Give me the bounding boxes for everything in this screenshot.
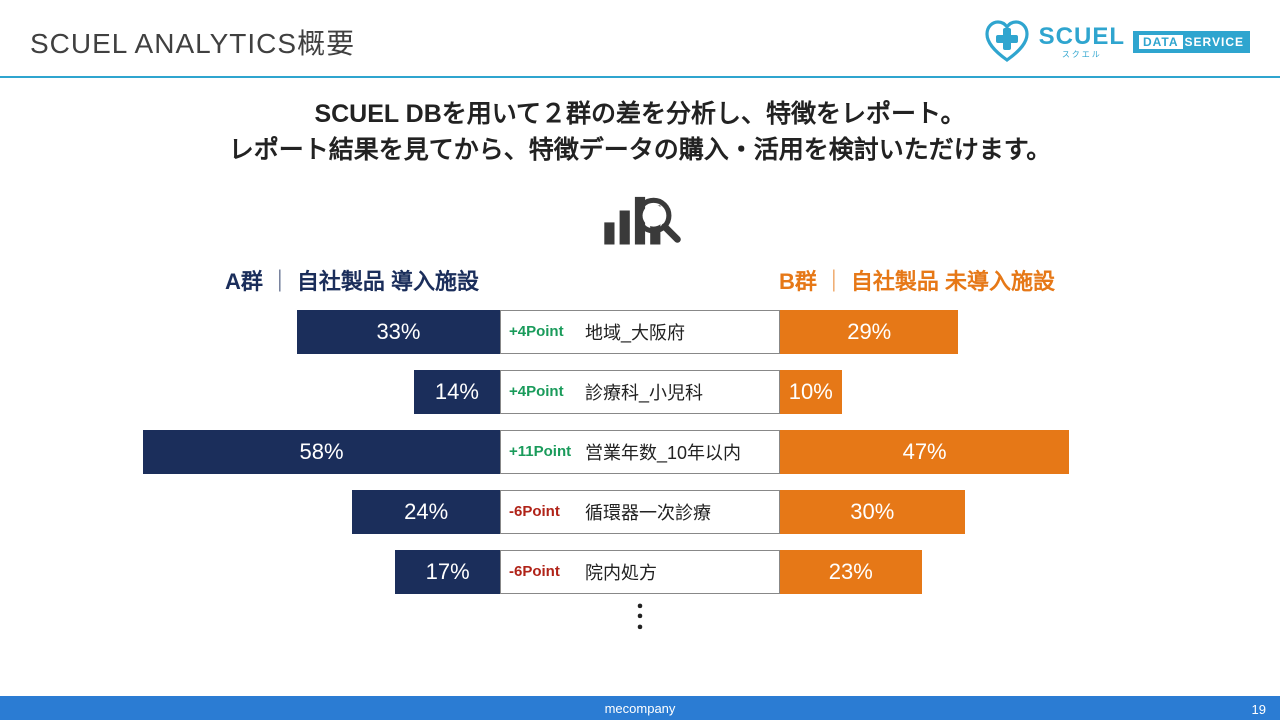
feature-cell: -6Point循環器一次診療	[500, 490, 780, 534]
point-diff: +11Point	[501, 443, 585, 460]
badge-service: SERVICE	[1185, 35, 1244, 49]
point-diff: +4Point	[501, 383, 585, 400]
subtitle: SCUEL DBを用いて２群の差を分析し、特徴をレポート。 レポート結果を見てか…	[0, 96, 1280, 169]
left-bar-wrap: 14%	[100, 370, 500, 414]
point-diff: +4Point	[501, 323, 585, 340]
legend-b: B群 ｜ 自社製品 未導入施設	[779, 264, 1055, 296]
feature-label: 院内処方	[585, 559, 779, 585]
bar-search-icon	[0, 185, 1280, 258]
a-bar: 58%	[143, 430, 500, 474]
b-bar: 47%	[780, 430, 1069, 474]
b-bar: 29%	[780, 310, 958, 354]
feature-label: 営業年数_10年以内	[585, 439, 779, 465]
legend-b-group: B群	[779, 264, 817, 296]
subtitle-line1: SCUEL DBを用いて２群の差を分析し、特徴をレポート。	[314, 100, 965, 128]
data-service-badge: DATA SERVICE	[1133, 31, 1250, 53]
page-number: 19	[1252, 702, 1266, 717]
legend-a: A群 ｜ 自社製品 導入施設	[225, 264, 479, 296]
right-bar-wrap: 30%	[780, 490, 1180, 534]
legend-a-desc: 自社製品 導入施設	[297, 264, 479, 296]
logo-text: SCUEL スクエル	[1039, 25, 1125, 60]
badge-data: DATA	[1139, 35, 1183, 49]
page-title: SCUEL ANALYTICS概要	[30, 22, 355, 62]
a-bar: 17%	[395, 550, 500, 594]
legend-b-desc: 自社製品 未導入施設	[851, 264, 1055, 296]
point-diff: -6Point	[501, 563, 585, 580]
right-bar-wrap: 10%	[780, 370, 1180, 414]
feature-label: 循環器一次診療	[585, 499, 779, 525]
right-bar-wrap: 29%	[780, 310, 1180, 354]
feature-cell: +11Point営業年数_10年以内	[500, 430, 780, 474]
right-bar-wrap: 23%	[780, 550, 1180, 594]
feature-cell: +4Point地域_大阪府	[500, 310, 780, 354]
header-rule	[0, 76, 1280, 78]
b-bar: 23%	[780, 550, 922, 594]
legend-row: A群 ｜ 自社製品 導入施設 B群 ｜ 自社製品 未導入施設	[0, 264, 1280, 296]
header: SCUEL ANALYTICS概要 SCUEL スクエル DATA SERVIC…	[0, 0, 1280, 76]
heart-plus-icon	[983, 18, 1031, 66]
ellipsis-dots: ・・・	[0, 602, 1280, 634]
feature-label: 地域_大阪府	[585, 319, 779, 345]
left-bar-wrap: 24%	[100, 490, 500, 534]
logo-area: SCUEL スクエル DATA SERVICE	[983, 18, 1250, 66]
b-bar: 30%	[780, 490, 965, 534]
chart-row: 24%-6Point循環器一次診療30%	[100, 490, 1180, 534]
legend-a-sep: ｜	[269, 264, 291, 296]
slide: SCUEL ANALYTICS概要 SCUEL スクエル DATA SERVIC…	[0, 0, 1280, 720]
point-diff: -6Point	[501, 503, 585, 520]
a-bar: 33%	[297, 310, 500, 354]
chart-row: 33%+4Point地域_大阪府29%	[100, 310, 1180, 354]
legend-a-group: A群	[225, 264, 263, 296]
legend-b-sep: ｜	[823, 264, 845, 296]
a-bar: 14%	[414, 370, 500, 414]
logo-kana: スクエル	[1062, 49, 1102, 60]
footer-bar: mecompany 19	[0, 696, 1280, 720]
feature-cell: +4Point診療科_小児科	[500, 370, 780, 414]
left-bar-wrap: 58%	[100, 430, 500, 474]
chart-row: 17%-6Point院内処方23%	[100, 550, 1180, 594]
footer-company: mecompany	[605, 701, 676, 716]
feature-cell: -6Point院内処方	[500, 550, 780, 594]
b-bar: 10%	[780, 370, 842, 414]
chart-rows: 33%+4Point地域_大阪府29%14%+4Point診療科_小児科10%5…	[0, 310, 1280, 594]
chart-row: 58%+11Point営業年数_10年以内47%	[100, 430, 1180, 474]
chart-row: 14%+4Point診療科_小児科10%	[100, 370, 1180, 414]
left-bar-wrap: 17%	[100, 550, 500, 594]
right-bar-wrap: 47%	[780, 430, 1180, 474]
logo-name: SCUEL	[1039, 25, 1125, 49]
feature-label: 診療科_小児科	[585, 379, 779, 405]
a-bar: 24%	[352, 490, 500, 534]
subtitle-line2: レポート結果を見てから、特徴データの購入・活用を検討いただけます。	[229, 136, 1052, 164]
left-bar-wrap: 33%	[100, 310, 500, 354]
